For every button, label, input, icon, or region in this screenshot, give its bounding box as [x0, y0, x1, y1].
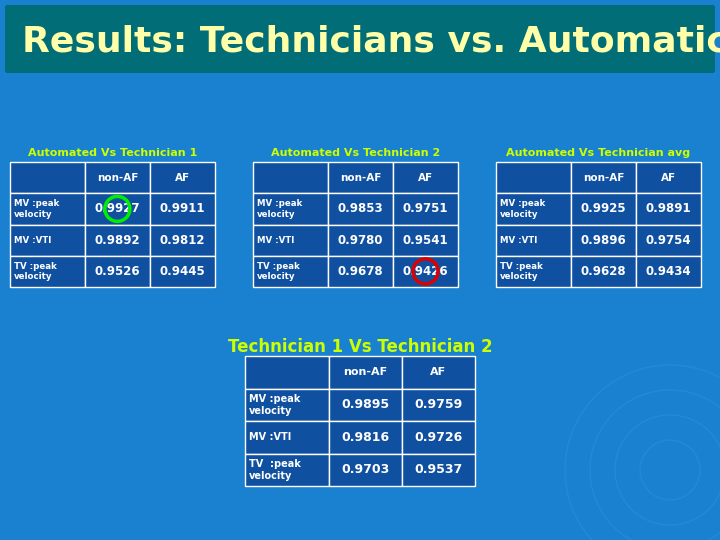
FancyBboxPatch shape — [329, 388, 402, 421]
Text: 0.9892: 0.9892 — [94, 234, 140, 247]
Text: MV :peak
velocity: MV :peak velocity — [249, 394, 300, 416]
FancyBboxPatch shape — [10, 225, 85, 256]
FancyBboxPatch shape — [150, 193, 215, 225]
Text: TV :peak
velocity: TV :peak velocity — [14, 262, 57, 281]
FancyBboxPatch shape — [328, 193, 393, 225]
FancyBboxPatch shape — [571, 256, 636, 287]
Text: Results: Technicians vs. Automatic: Results: Technicians vs. Automatic — [22, 24, 720, 58]
Text: 0.9751: 0.9751 — [402, 202, 449, 215]
Text: MV :peak
velocity: MV :peak velocity — [500, 199, 545, 219]
FancyBboxPatch shape — [393, 162, 458, 193]
Text: 0.9816: 0.9816 — [341, 431, 390, 444]
Text: Automated Vs Technician 1: Automated Vs Technician 1 — [28, 148, 197, 158]
Text: MV :VTI: MV :VTI — [249, 432, 292, 442]
Text: 0.9896: 0.9896 — [580, 234, 626, 247]
Text: AF: AF — [661, 173, 676, 183]
FancyBboxPatch shape — [5, 5, 715, 73]
FancyBboxPatch shape — [571, 193, 636, 225]
Text: 0.9812: 0.9812 — [160, 234, 205, 247]
FancyBboxPatch shape — [402, 388, 475, 421]
FancyBboxPatch shape — [496, 256, 571, 287]
FancyBboxPatch shape — [636, 162, 701, 193]
FancyBboxPatch shape — [393, 256, 458, 287]
FancyBboxPatch shape — [328, 225, 393, 256]
FancyBboxPatch shape — [253, 162, 328, 193]
FancyBboxPatch shape — [85, 256, 150, 287]
FancyBboxPatch shape — [10, 162, 85, 193]
Text: non-AF: non-AF — [582, 173, 624, 183]
Text: MV :VTI: MV :VTI — [500, 235, 537, 245]
Text: 0.9895: 0.9895 — [341, 399, 390, 411]
Text: Technician 1 Vs Technician 2: Technician 1 Vs Technician 2 — [228, 338, 492, 356]
FancyBboxPatch shape — [245, 421, 329, 454]
Text: 0.9678: 0.9678 — [338, 265, 383, 278]
Text: 0.9891: 0.9891 — [646, 202, 691, 215]
Text: TV :peak
velocity: TV :peak velocity — [500, 262, 543, 281]
Text: MV :VTI: MV :VTI — [257, 235, 294, 245]
FancyBboxPatch shape — [571, 162, 636, 193]
FancyBboxPatch shape — [245, 388, 329, 421]
FancyBboxPatch shape — [85, 225, 150, 256]
Text: Automated Vs Technician avg: Automated Vs Technician avg — [506, 148, 690, 158]
Text: AF: AF — [431, 367, 446, 377]
Text: 0.9853: 0.9853 — [338, 202, 383, 215]
FancyBboxPatch shape — [636, 193, 701, 225]
FancyBboxPatch shape — [329, 356, 402, 388]
Text: 0.9537: 0.9537 — [415, 463, 463, 476]
Text: non-AF: non-AF — [340, 173, 381, 183]
Text: non-AF: non-AF — [96, 173, 138, 183]
FancyBboxPatch shape — [636, 225, 701, 256]
FancyBboxPatch shape — [328, 162, 393, 193]
FancyBboxPatch shape — [253, 256, 328, 287]
FancyBboxPatch shape — [253, 225, 328, 256]
FancyBboxPatch shape — [5, 5, 715, 73]
Text: 0.9426: 0.9426 — [402, 265, 449, 278]
Text: MV :peak
velocity: MV :peak velocity — [14, 199, 59, 219]
FancyBboxPatch shape — [245, 454, 329, 486]
FancyBboxPatch shape — [85, 162, 150, 193]
FancyBboxPatch shape — [150, 256, 215, 287]
Text: 0.9759: 0.9759 — [415, 399, 463, 411]
FancyBboxPatch shape — [636, 256, 701, 287]
Text: 0.9703: 0.9703 — [341, 463, 390, 476]
Text: MV :VTI: MV :VTI — [14, 235, 51, 245]
FancyBboxPatch shape — [150, 162, 215, 193]
Text: non-AF: non-AF — [343, 367, 387, 377]
Text: AF: AF — [175, 173, 190, 183]
Text: 0.9754: 0.9754 — [646, 234, 691, 247]
FancyBboxPatch shape — [571, 225, 636, 256]
FancyBboxPatch shape — [85, 193, 150, 225]
Text: 0.9780: 0.9780 — [338, 234, 383, 247]
FancyBboxPatch shape — [402, 421, 475, 454]
Text: 0.9526: 0.9526 — [94, 265, 140, 278]
FancyBboxPatch shape — [393, 193, 458, 225]
FancyBboxPatch shape — [253, 193, 328, 225]
FancyBboxPatch shape — [496, 193, 571, 225]
FancyBboxPatch shape — [329, 454, 402, 486]
Text: TV :peak
velocity: TV :peak velocity — [257, 262, 300, 281]
Text: Automated Vs Technician 2: Automated Vs Technician 2 — [271, 148, 440, 158]
FancyBboxPatch shape — [10, 256, 85, 287]
Text: 0.9925: 0.9925 — [580, 202, 626, 215]
Text: 0.9927: 0.9927 — [94, 202, 140, 215]
Text: 0.9541: 0.9541 — [402, 234, 449, 247]
FancyBboxPatch shape — [10, 193, 85, 225]
Text: 0.9911: 0.9911 — [160, 202, 205, 215]
Text: 0.9726: 0.9726 — [415, 431, 463, 444]
Text: 0.9628: 0.9628 — [580, 265, 626, 278]
FancyBboxPatch shape — [245, 356, 329, 388]
FancyBboxPatch shape — [496, 225, 571, 256]
FancyBboxPatch shape — [150, 225, 215, 256]
Text: AF: AF — [418, 173, 433, 183]
FancyBboxPatch shape — [402, 454, 475, 486]
Text: TV  :peak
velocity: TV :peak velocity — [249, 459, 301, 481]
FancyBboxPatch shape — [496, 162, 571, 193]
FancyBboxPatch shape — [329, 421, 402, 454]
FancyBboxPatch shape — [402, 356, 475, 388]
Text: 0.9445: 0.9445 — [160, 265, 205, 278]
FancyBboxPatch shape — [328, 256, 393, 287]
FancyBboxPatch shape — [393, 225, 458, 256]
Text: 0.9434: 0.9434 — [646, 265, 691, 278]
Text: MV :peak
velocity: MV :peak velocity — [257, 199, 302, 219]
